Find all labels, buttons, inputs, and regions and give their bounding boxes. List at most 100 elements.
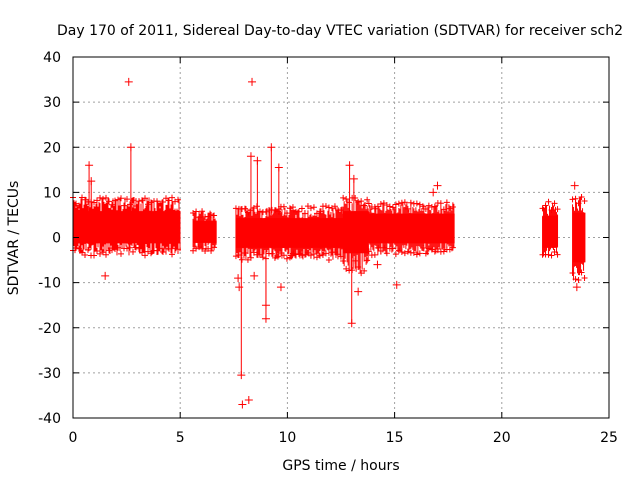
data-point (551, 248, 558, 255)
data-point (100, 195, 106, 202)
data-point (121, 202, 127, 209)
data-point (283, 255, 290, 262)
data-point (374, 244, 381, 251)
data-point (548, 252, 555, 259)
data-point (211, 244, 218, 251)
data-point (407, 199, 414, 206)
outlier-point (250, 271, 259, 280)
data-segment (365, 199, 456, 259)
outlier-point (126, 143, 135, 152)
data-point (136, 245, 142, 252)
outlier-point (253, 156, 262, 165)
data-point (196, 214, 203, 221)
data-point (295, 208, 302, 215)
data-point (271, 254, 278, 261)
data-point (578, 269, 585, 276)
x-axis-label: GPS time / hours (282, 458, 399, 474)
data-point (554, 206, 561, 213)
data-point (274, 208, 281, 215)
data-point (542, 202, 549, 209)
data-point (172, 245, 178, 252)
data-segment (190, 208, 218, 254)
data-point (298, 205, 305, 212)
data-point (554, 251, 561, 258)
outlier-point (354, 287, 363, 296)
data-point (148, 199, 154, 206)
data-point (377, 248, 384, 255)
data-point (425, 245, 432, 252)
data-segment (340, 194, 371, 277)
outlier-point (276, 283, 285, 292)
data-point (419, 245, 426, 252)
data-point (232, 253, 239, 260)
data-point (325, 257, 332, 264)
data-segment (232, 203, 344, 264)
outlier-point (274, 163, 283, 172)
y-tick-label: 10 (43, 185, 61, 201)
x-tick-label: 20 (493, 430, 511, 446)
data-point (127, 201, 133, 208)
data-point (85, 246, 91, 253)
data-point (383, 201, 390, 208)
data-point (581, 275, 588, 282)
outlier-point (373, 260, 382, 269)
data-point (295, 250, 302, 257)
data-point (286, 205, 293, 212)
data-point (572, 195, 579, 202)
data-point (259, 254, 266, 261)
data-point (157, 245, 163, 252)
outlier-point (433, 181, 442, 190)
data-point (371, 251, 378, 258)
outlier-point (267, 143, 276, 152)
data-point (247, 254, 254, 261)
outlier-point (261, 301, 270, 310)
data-point (283, 210, 290, 217)
data-point (142, 195, 148, 202)
data-point (392, 251, 399, 258)
data-point (112, 197, 118, 204)
data-point (103, 251, 109, 258)
data-point (325, 204, 332, 211)
x-tick-label: 5 (176, 430, 185, 446)
data-point (103, 194, 109, 201)
data-point (118, 195, 124, 202)
data-point (232, 205, 239, 212)
data-point (422, 206, 429, 213)
data-point (73, 245, 79, 252)
data-point (193, 208, 200, 215)
data-point (133, 244, 139, 251)
outlier-point (234, 274, 243, 283)
data-point (422, 250, 429, 257)
data-point (280, 203, 287, 210)
data-point (292, 251, 299, 258)
data-point (115, 244, 121, 251)
data-point (118, 250, 124, 257)
y-tick-label: -30 (38, 366, 61, 382)
data-point (193, 245, 200, 252)
y-tick-label: -10 (38, 276, 61, 292)
data-point (274, 253, 281, 260)
data-point (377, 200, 384, 207)
x-tick-label: 10 (278, 430, 296, 446)
data-point (271, 207, 278, 214)
data-point (361, 202, 368, 209)
data-point (97, 194, 103, 201)
data-point (569, 269, 576, 276)
data-point (124, 196, 130, 203)
data-point (581, 197, 588, 204)
y-tick-label: -40 (38, 411, 61, 427)
data-point (331, 203, 338, 210)
data-point (166, 197, 172, 204)
data-point (208, 247, 215, 254)
data-point (307, 205, 314, 212)
outlier-point (101, 271, 110, 280)
chart-title: Day 170 of 2011, Sidereal Day-to-day VTE… (57, 23, 623, 39)
data-point (392, 201, 399, 208)
data-point (575, 200, 582, 207)
outlier-point (345, 161, 354, 170)
data-point (160, 198, 166, 205)
data-point (443, 199, 450, 206)
data-point (169, 194, 175, 201)
data-point (76, 245, 82, 252)
data-point (395, 200, 402, 207)
